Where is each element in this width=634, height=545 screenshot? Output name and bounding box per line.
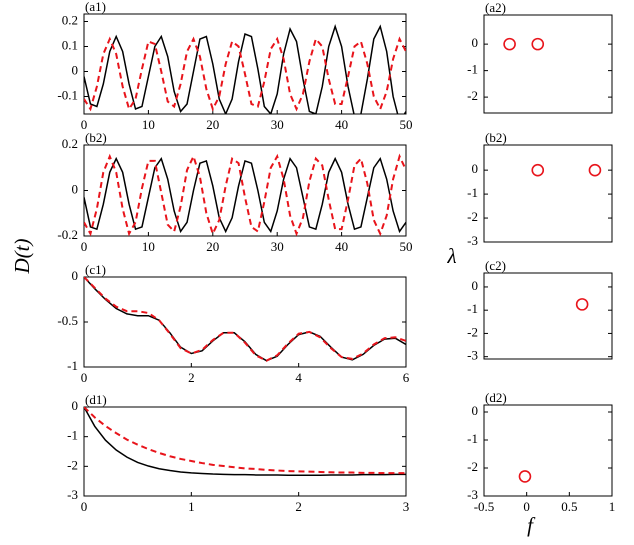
plot-area — [84, 153, 406, 236]
y-tick-label: 0 — [72, 268, 79, 283]
plot-area — [531, 163, 602, 177]
plot-frame — [483, 14, 613, 114]
data-line — [84, 277, 406, 362]
y-tick-label: -1 — [67, 358, 78, 373]
plot-area — [575, 298, 589, 311]
x-tick-label: 10 — [142, 239, 155, 254]
panel-label: (c1) — [85, 262, 106, 277]
plot-frame — [483, 404, 613, 497]
y-tick-label: 0 — [72, 398, 79, 413]
x-tick-label: -0.5 — [474, 499, 495, 514]
x-tick-label: 0 — [81, 239, 88, 254]
x-tick-label: 40 — [335, 117, 348, 132]
plot-frame — [483, 144, 613, 243]
x-tick-label: 10 — [142, 117, 155, 132]
y-tick-label: -0.2 — [57, 227, 78, 242]
plot-frame — [83, 276, 407, 368]
data-point — [518, 470, 532, 483]
y-axis-label: D(t) — [10, 239, 34, 275]
x-tick-label: 0 — [81, 499, 88, 514]
x-tick-label: 20 — [206, 239, 219, 254]
data-point — [531, 37, 545, 51]
data-point — [588, 163, 602, 177]
panel-label: (d2) — [485, 390, 507, 405]
y-tick-label: 0 — [472, 35, 479, 50]
y-axis-label: λ — [446, 244, 456, 268]
x-tick-label: 0.5 — [561, 499, 577, 514]
panel-label: (a2) — [485, 0, 506, 15]
plot-area — [84, 277, 406, 362]
x-tick-label: 30 — [271, 239, 284, 254]
y-tick-label: -2 — [467, 88, 478, 103]
data-point — [531, 163, 545, 177]
data-line — [84, 407, 406, 475]
y-tick-label: -0.1 — [57, 87, 78, 102]
y-tick-label: -1 — [467, 301, 478, 316]
x-tick-label: 0 — [81, 370, 88, 385]
x-tick-label: 2 — [295, 499, 302, 514]
y-tick-label: -1 — [67, 428, 78, 443]
panel-label: (c2) — [485, 258, 506, 273]
y-tick-label: -3 — [467, 348, 478, 363]
y-tick-label: 0 — [472, 278, 479, 293]
data-line — [84, 36, 406, 112]
y-tick-label: -3 — [67, 487, 78, 502]
y-tick-label: -1 — [467, 62, 478, 77]
plot-frame — [83, 406, 407, 497]
plot-area — [84, 407, 406, 476]
panel-label: (b2) — [485, 130, 507, 145]
y-tick-label: -2 — [467, 324, 478, 339]
plot-frame — [483, 272, 613, 360]
plot-area — [503, 37, 545, 51]
x-tick-label: 3 — [403, 499, 410, 514]
x-tick-label: 0 — [81, 117, 88, 132]
data-line — [84, 407, 406, 476]
data-line — [84, 24, 406, 114]
y-tick-label: 0 — [72, 62, 79, 77]
data-line — [84, 156, 406, 234]
y-tick-label: -1 — [467, 185, 478, 200]
y-tick-label: -2 — [67, 457, 78, 472]
y-tick-label: -3 — [467, 487, 478, 502]
y-tick-label: 0.1 — [62, 37, 78, 52]
x-tick-label: 1 — [609, 499, 616, 514]
data-point — [503, 37, 516, 51]
y-tick-label: 0.2 — [62, 12, 78, 27]
y-tick-label: 0 — [72, 181, 79, 196]
y-tick-label: -0.5 — [57, 313, 78, 328]
plot-frame — [83, 13, 407, 115]
data-point — [575, 298, 589, 311]
y-tick-label: -2 — [467, 209, 478, 224]
x-tick-label: 4 — [295, 370, 302, 385]
y-tick-label: 0 — [472, 161, 479, 176]
x-tick-label: 20 — [206, 117, 219, 132]
x-tick-label: 6 — [403, 370, 410, 385]
y-tick-label: -3 — [467, 233, 478, 248]
panel-label: (a1) — [85, 0, 106, 14]
panel-label: (d1) — [85, 392, 107, 407]
x-tick-label: 40 — [335, 239, 348, 254]
plot-area — [84, 24, 406, 114]
x-tick-label: 50 — [400, 117, 413, 132]
panel-label: (b2) — [85, 130, 107, 145]
plot-frame — [83, 144, 407, 237]
x-tick-label: 0 — [523, 499, 530, 514]
y-tick-label: 0 — [472, 403, 479, 418]
y-tick-label: -2 — [467, 459, 478, 474]
y-tick-label: -1 — [467, 431, 478, 446]
x-tick-label: 2 — [188, 370, 195, 385]
x-tick-label: 1 — [188, 499, 195, 514]
x-tick-label: 50 — [400, 239, 413, 254]
x-tick-label: 30 — [271, 117, 284, 132]
y-tick-label: 0.2 — [62, 136, 78, 151]
x-axis-label: f — [527, 513, 536, 537]
plot-area — [518, 470, 532, 483]
